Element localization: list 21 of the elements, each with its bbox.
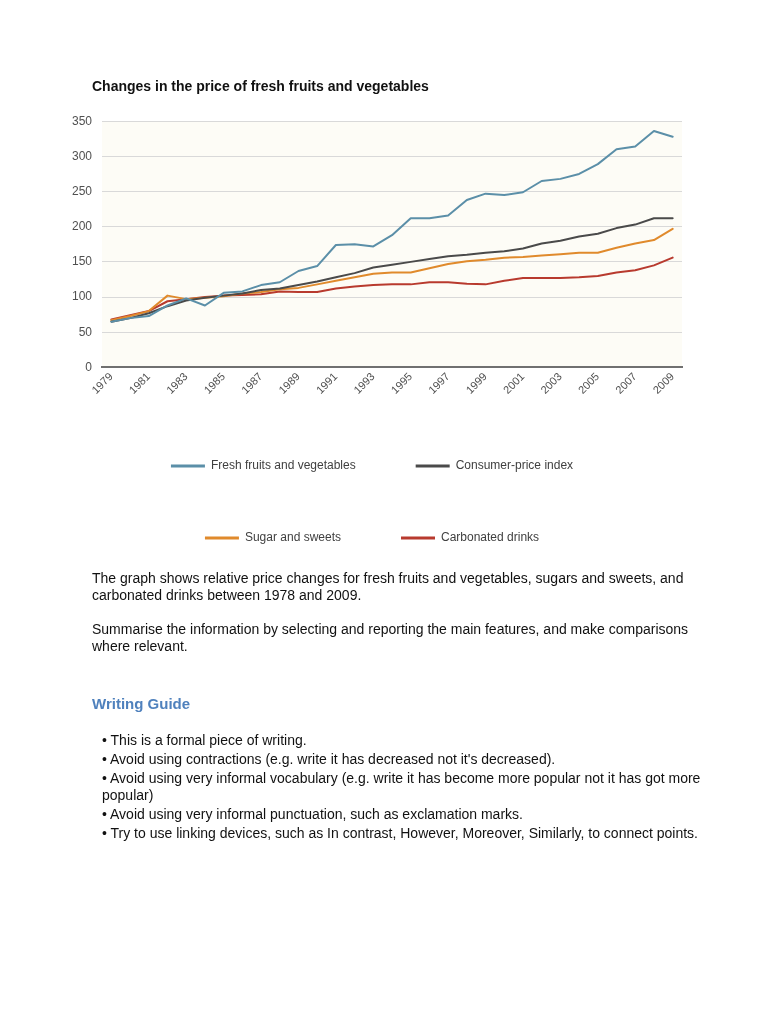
text: • This is a formal piece of writing. xyxy=(102,732,308,749)
text: • Try to use linking devices, such as In contrast, However, Moreover, Similarly, to connect points. xyxy=(102,825,699,842)
y-tick-label: 100 xyxy=(71,289,93,304)
text: • Avoid using very informal punctuation, such as exclamation marks. xyxy=(102,806,524,823)
y-tick-label: 350 xyxy=(71,113,93,128)
legend-label: Carbonated drinks xyxy=(441,530,540,545)
y-tick-label: 200 xyxy=(71,219,93,234)
y-tick-label: 150 xyxy=(71,254,93,269)
legend-label: Fresh fruits and vegetables xyxy=(210,458,356,473)
text: The graph shows relative price changes for fresh fruits and vegetables, sugars and sweets, and carbonated drinks between 1978 and 2009. xyxy=(92,570,685,604)
y-tick-label: 0 xyxy=(85,359,93,374)
text: Writing Guide xyxy=(92,695,192,712)
legend-label: Consumer-price index xyxy=(455,458,574,473)
y-tick-label: 300 xyxy=(71,148,93,163)
text: • Avoid using contractions (e.g. write it has decreased not it's decreased). xyxy=(102,751,557,768)
y-tick-label: 250 xyxy=(71,183,93,198)
text: Summarise the information by selecting and reporting the main features, and make comparisons where relevant. xyxy=(92,621,690,655)
legend-label: Sugar and sweets xyxy=(244,530,341,545)
chart-title: Changes in the price of fresh fruits and vegetables xyxy=(92,78,430,94)
text: • Avoid using very informal vocabulary (e.g. write it has become more popular not it has got more popular) xyxy=(102,770,702,804)
y-tick-label: 50 xyxy=(78,324,93,339)
